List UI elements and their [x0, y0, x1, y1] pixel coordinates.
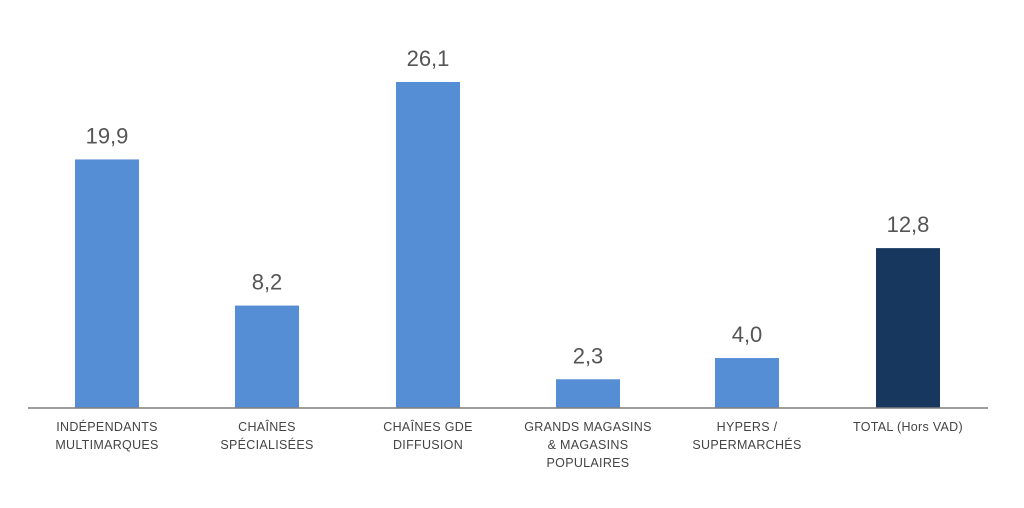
- category-label-line: CHAÎNES: [238, 419, 296, 434]
- category-label-2: CHAÎNES SPÉCIALISÉES: [220, 419, 313, 452]
- category-label-line: GRANDS MAGASINS: [524, 420, 651, 434]
- category-label-5: HYPERS / SUPERMARCHÉS: [692, 420, 801, 452]
- category-label-4: GRANDS MAGASINS & MAGASINS POPULAIRES: [524, 420, 651, 470]
- category-label-line: DIFFUSION: [393, 438, 463, 452]
- bar-6: [876, 248, 940, 408]
- category-label-line: POPULAIRES: [547, 456, 630, 470]
- value-labels-group: 19,9 8,2 26,1 2,3 4,0 12,8: [86, 46, 930, 368]
- value-label-1: 19,9: [86, 123, 129, 148]
- category-label-line: SUPERMARCHÉS: [692, 437, 801, 452]
- value-label-2: 8,2: [252, 270, 283, 295]
- bar-5: [715, 358, 779, 408]
- category-label-1: INDÉPENDANTS MULTIMARQUES: [55, 419, 158, 452]
- category-label-line: CHAÎNES GDE: [383, 419, 472, 434]
- value-label-5: 4,0: [732, 322, 763, 347]
- bars-group: [75, 82, 940, 408]
- category-label-6: TOTAL (Hors VAD): [853, 420, 963, 434]
- value-label-6: 12,8: [887, 212, 930, 237]
- category-label-3: CHAÎNES GDE DIFFUSION: [383, 419, 472, 452]
- category-label-line: HYPERS /: [717, 420, 778, 434]
- value-label-3: 26,1: [407, 46, 450, 71]
- category-labels-group: INDÉPENDANTS MULTIMARQUES CHAÎNES SPÉCIALIS…: [55, 419, 963, 470]
- category-label-line: & MAGASINS: [548, 438, 629, 452]
- category-label-line: TOTAL (Hors VAD): [853, 420, 963, 434]
- bar-1: [75, 159, 139, 408]
- category-label-line: MULTIMARQUES: [55, 438, 158, 452]
- bar-3: [396, 82, 460, 408]
- bar-2: [235, 305, 299, 408]
- bar-4: [556, 379, 620, 408]
- value-label-4: 2,3: [573, 343, 604, 368]
- category-label-line: INDÉPENDANTS: [56, 419, 158, 434]
- category-label-line: SPÉCIALISÉES: [220, 437, 313, 452]
